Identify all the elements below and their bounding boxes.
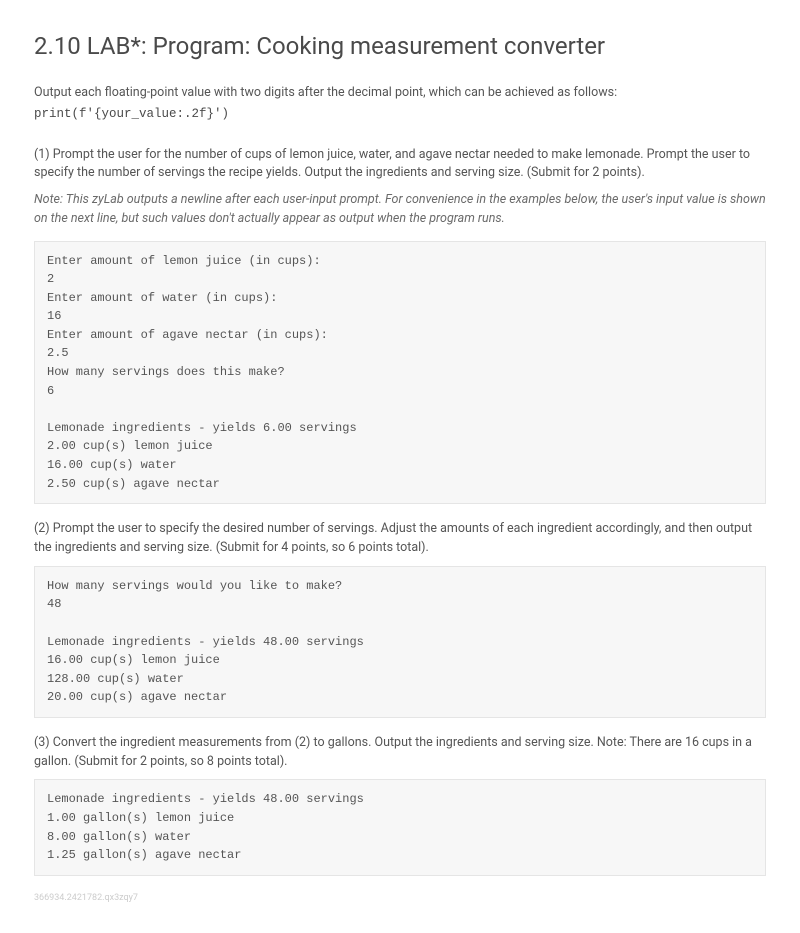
intro-code: print(f'{your_value:.2f}') <box>34 105 766 124</box>
code-block-1: Enter amount of lemon juice (in cups): 2… <box>34 241 766 505</box>
section-2-text: (2) Prompt the user to specify the desir… <box>34 520 766 558</box>
code-block-3: Lemonade ingredients - yields 48.00 serv… <box>34 779 766 875</box>
note-text: Note: This zyLab outputs a newline after… <box>34 191 766 229</box>
intro-text: Output each floating-point value with tw… <box>34 84 766 103</box>
section-3-text: (3) Convert the ingredient measurements … <box>34 734 766 772</box>
section-1-text: (1) Prompt the user for the number of cu… <box>34 146 766 184</box>
code-block-2: How many servings would you like to make… <box>34 566 766 718</box>
footer-id: 366934.2421782.qx3zqy7 <box>34 892 766 906</box>
page-title: 2.10 LAB*: Program: Cooking measurement … <box>34 28 766 64</box>
